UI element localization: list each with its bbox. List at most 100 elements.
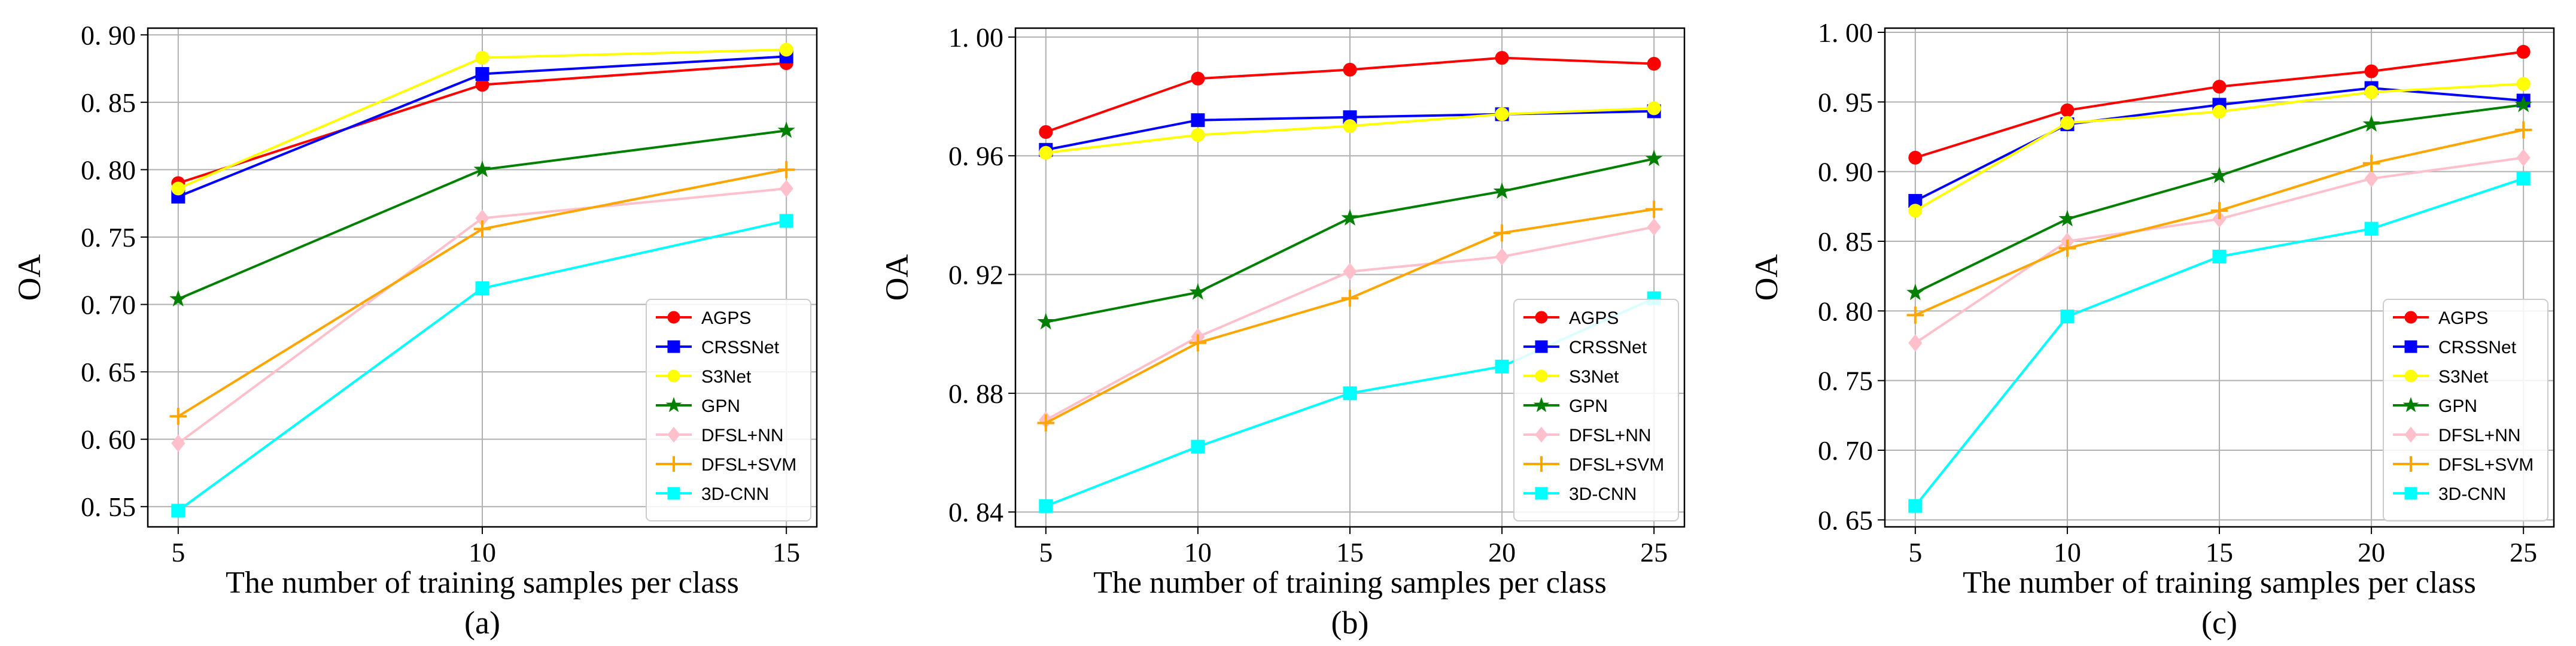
data-point-dfsl-nn [779, 180, 793, 198]
subplot-caption: (a) [464, 605, 500, 641]
data-point-agps [1908, 150, 1923, 165]
data-point-gpn [1645, 149, 1663, 166]
legend-label-dfsl-svm: DFSL+SVM [701, 455, 796, 475]
x-tick-label: 20 [2358, 537, 2385, 568]
data-point-3d-cnn [171, 504, 185, 518]
legend-marker-gpn [665, 396, 682, 413]
legend-marker-crssnet [1535, 340, 1548, 353]
legend-label-gpn: GPN [701, 396, 740, 416]
legend-label-s3net: S3Net [1569, 367, 1619, 387]
data-point-dfsl-svm [169, 408, 187, 425]
data-point-s3net [1647, 101, 1661, 116]
legend-marker-gpn [1533, 396, 1550, 413]
data-point-agps [2516, 45, 2531, 59]
data-point-s3net [1908, 204, 1923, 218]
x-tick-label: 5 [171, 537, 185, 568]
subplot-a: 5 10 15 0. 55 0. 60 0. 65 0. 70 0. 75 0. 80 0. 85… [11, 20, 818, 641]
y-tick-label: 0. 70 [81, 290, 136, 320]
y-tick-label: 0. 88 [948, 378, 1003, 409]
legend-label-3d-cnn: 3D-CNN [1569, 484, 1637, 504]
data-point-3d-cnn [779, 214, 793, 228]
plot-frame [1014, 27, 1686, 528]
data-point-s3net [2516, 77, 2531, 91]
legend-marker-crssnet [2404, 340, 2417, 353]
data-point-s3net [2212, 105, 2227, 119]
y-tick-label: 0. 85 [1818, 226, 1873, 257]
x-tick-label: 10 [469, 537, 496, 568]
data-point-gpn [2210, 166, 2228, 184]
y-tick-label: 1. 00 [948, 22, 1003, 53]
y-axis-label: OA [1748, 254, 1784, 301]
data-point-crssnet [475, 67, 489, 81]
y-tick-label: 0. 95 [1818, 87, 1873, 117]
legend-label-3d-cnn: 3D-CNN [701, 484, 769, 504]
data-point-gpn [1189, 283, 1207, 300]
y-tick-label: 0. 70 [1818, 435, 1873, 466]
x-axis-label: The number of training samples per class [1963, 566, 2476, 600]
data-point-gpn [169, 290, 187, 307]
data-point-dfsl-nn [1343, 263, 1357, 281]
data-point-gpn [473, 160, 491, 177]
y-tick-label: 0. 65 [1818, 505, 1873, 535]
data-point-agps [1343, 62, 1357, 77]
data-point-dfsl-svm [2362, 154, 2380, 172]
y-tick-label: 0. 90 [81, 20, 136, 50]
data-point-gpn [1906, 283, 1924, 301]
y-tick-label: 1. 00 [1818, 17, 1873, 48]
data-point-dfsl-nn [2516, 148, 2531, 166]
data-point-agps [1039, 125, 1053, 139]
data-point-agps [2212, 80, 2227, 94]
data-point-3d-cnn [1039, 499, 1053, 513]
data-point-gpn [1037, 313, 1055, 330]
data-point-gpn [2058, 210, 2076, 227]
plot-frame [147, 27, 818, 528]
data-point-dfsl-svm [2514, 121, 2532, 139]
data-point-dfsl-svm [473, 220, 491, 238]
data-point-dfsl-svm [777, 161, 795, 178]
x-tick-label: 25 [1640, 537, 1668, 568]
legend: AGPS CRSSNet S3Net GPN DFSL+NN DFSL+SVM 3D-CNN [1513, 299, 1679, 521]
data-point-dfsl-svm [1645, 201, 1663, 218]
y-tick-label: 0. 75 [81, 222, 136, 253]
legend-label-gpn: GPN [2438, 396, 2477, 416]
legend-label-s3net: S3Net [701, 367, 752, 387]
y-tick-label: 0. 80 [1818, 296, 1873, 326]
data-point-s3net [2364, 85, 2379, 99]
y-tick-label: 0. 85 [81, 87, 136, 118]
data-point-gpn [1493, 182, 1511, 199]
y-tick-label: 0. 90 [1818, 157, 1873, 187]
legend-marker-gpn [2402, 396, 2419, 413]
legend-marker-crssnet [667, 340, 680, 353]
legend-marker-dfsl-svm [666, 456, 682, 472]
x-tick-label: 15 [1336, 537, 1364, 568]
y-tick-label: 0. 84 [948, 497, 1003, 527]
legend: AGPS CRSSNet S3Net GPN DFSL+NN DFSL+SVM 3D-CNN [646, 299, 811, 521]
legend-label-dfsl-svm: DFSL+SVM [1569, 455, 1664, 475]
legend-label-dfsl-nn: DFSL+NN [1569, 426, 1652, 445]
data-point-s3net [2060, 116, 2075, 130]
data-point-agps [2060, 103, 2075, 117]
legend-marker-s3net [2404, 369, 2417, 383]
legend-marker-dfsl-nn [1535, 426, 1548, 443]
subplot-caption: (c) [2201, 605, 2237, 641]
data-point-dfsl-svm [2058, 239, 2076, 257]
legend-label-gpn: GPN [1569, 396, 1608, 416]
legend-label-agps: AGPS [701, 308, 751, 328]
data-point-s3net [1343, 119, 1357, 134]
data-point-dfsl-svm [1341, 289, 1359, 307]
legend-marker-3d-cnn [667, 487, 680, 500]
legend-marker-dfsl-nn [2404, 426, 2417, 443]
x-tick-label: 5 [1039, 537, 1053, 568]
data-point-3d-cnn [475, 281, 489, 296]
legend-marker-dfsl-svm [1534, 456, 1549, 472]
legend-label-dfsl-nn: DFSL+NN [2438, 426, 2521, 445]
subplot-caption: (b) [1331, 605, 1369, 641]
legend: AGPS CRSSNet S3Net GPN DFSL+NN DFSL+SVM 3D-CNN [2383, 299, 2548, 521]
y-axis-label: OA [879, 254, 915, 301]
data-point-dfsl-nn [171, 434, 185, 452]
data-point-3d-cnn [1343, 386, 1357, 401]
legend-box [646, 299, 811, 521]
data-point-3d-cnn [2060, 310, 2075, 324]
data-point-dfsl-svm [2210, 202, 2228, 220]
data-point-gpn [2514, 95, 2532, 113]
